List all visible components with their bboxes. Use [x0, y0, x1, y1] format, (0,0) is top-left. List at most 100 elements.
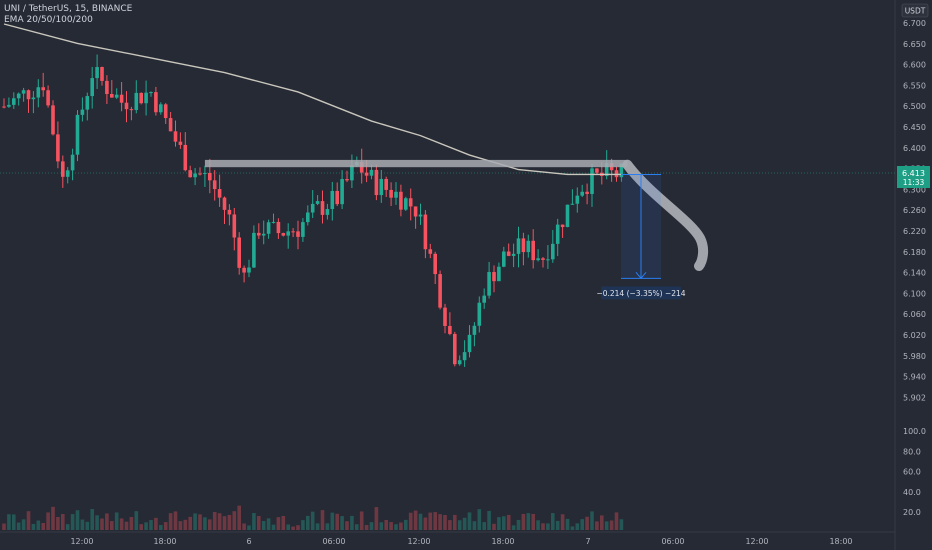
- candle-body: [252, 232, 256, 268]
- volume-bar: [340, 516, 344, 530]
- candle-body: [110, 94, 114, 98]
- volume-bar: [178, 521, 183, 530]
- candle-body: [364, 172, 369, 176]
- price-tick-label: 6.700: [903, 19, 926, 28]
- volume-bar: [36, 520, 41, 530]
- currency-badge-label: USDT: [905, 7, 926, 16]
- candle-body: [124, 102, 129, 110]
- volume-bar: [526, 513, 531, 530]
- volume-bar: [457, 520, 462, 530]
- candle-body: [227, 209, 232, 215]
- candle-body: [217, 189, 222, 198]
- volume-bar: [65, 524, 70, 530]
- volume-bar: [119, 518, 124, 530]
- candle-body: [453, 333, 457, 365]
- volume-bar: [31, 523, 36, 530]
- volume-bar: [560, 514, 565, 530]
- candle-body: [428, 249, 433, 254]
- volume-bar: [472, 521, 477, 530]
- volume-bar: [355, 524, 359, 530]
- candle-body: [242, 267, 246, 273]
- volume-bar: [511, 525, 516, 530]
- price-tick-label: 5.940: [903, 373, 926, 382]
- volume-bar: [46, 512, 50, 530]
- volume-bar: [482, 522, 486, 530]
- volume-bar: [487, 510, 491, 530]
- price-tick-label: 6.500: [903, 102, 926, 111]
- volume-bar: [41, 523, 45, 530]
- volume-bar: [100, 518, 104, 530]
- candle-body: [526, 240, 531, 253]
- volume-bar: [531, 513, 535, 530]
- candle-body: [516, 238, 521, 254]
- volume-bar: [2, 523, 6, 530]
- volume-bar: [56, 517, 60, 530]
- price-tick-label: 5.902: [903, 393, 926, 402]
- volume-bar: [266, 518, 271, 530]
- volume-bar: [536, 520, 540, 530]
- volume-bar: [595, 521, 599, 530]
- volume-bar: [614, 512, 619, 530]
- volume-tick-label: 80.0: [903, 447, 921, 456]
- candle-body: [183, 144, 188, 171]
- time-tick-label: 12:00: [70, 537, 93, 546]
- ema-200-line: [3, 23, 622, 176]
- candle-body: [404, 198, 408, 210]
- time-tick-label: 06:00: [661, 537, 684, 546]
- measure-arrow-head: [635, 272, 647, 280]
- candle-body: [90, 78, 94, 97]
- volume-bar: [85, 521, 90, 530]
- volume-bar: [163, 522, 168, 530]
- volume-bar: [70, 514, 75, 530]
- candle-body: [565, 204, 570, 228]
- candle-body: [159, 104, 163, 113]
- candle-body: [208, 172, 212, 181]
- volume-bar: [12, 514, 16, 530]
- price-tick-label: 6.100: [903, 289, 926, 298]
- candle-body: [26, 90, 31, 100]
- volume-bar: [438, 514, 442, 530]
- candle-body: [345, 179, 349, 181]
- candle-body: [546, 259, 550, 261]
- candle-body: [394, 191, 398, 198]
- price-tick-label: 6.600: [903, 61, 926, 70]
- candle-body: [511, 253, 516, 256]
- volume-bar: [149, 520, 153, 530]
- candle-body: [70, 154, 75, 171]
- volume-tick-label: 20.0: [903, 508, 921, 517]
- volume-bar: [310, 511, 315, 530]
- volume-bar: [129, 517, 134, 530]
- time-tick-label: 06:00: [322, 537, 345, 546]
- candle-body: [413, 206, 418, 217]
- candle-body: [154, 92, 158, 113]
- candle-body: [438, 274, 442, 308]
- candle-body: [2, 106, 6, 108]
- candle-body: [198, 173, 202, 175]
- candle-body: [100, 67, 104, 81]
- price-tick-label: 6.220: [903, 227, 926, 236]
- candle-body: [359, 162, 364, 173]
- volume-bar: [26, 511, 31, 530]
- indicator-title: EMA 20/50/100/200: [4, 15, 93, 25]
- volume-bar: [541, 523, 545, 530]
- volume-bar: [585, 516, 589, 530]
- candle-body: [80, 109, 85, 115]
- candle-body: [41, 87, 45, 91]
- volume-bar: [374, 507, 379, 530]
- volume-bar: [477, 509, 482, 530]
- candle-body: [212, 180, 217, 190]
- candle-body: [163, 104, 168, 119]
- volume-bar: [453, 514, 457, 530]
- candle-body: [276, 221, 281, 234]
- volume-bar: [306, 515, 310, 530]
- volume-bar: [600, 515, 604, 530]
- volume-bar: [448, 520, 452, 530]
- resistance-zone: [204, 159, 628, 168]
- volume-bar: [619, 519, 624, 530]
- candle-body: [487, 272, 491, 296]
- candle-body: [335, 190, 339, 205]
- projection-curve: [622, 159, 709, 271]
- candle-body: [144, 92, 148, 104]
